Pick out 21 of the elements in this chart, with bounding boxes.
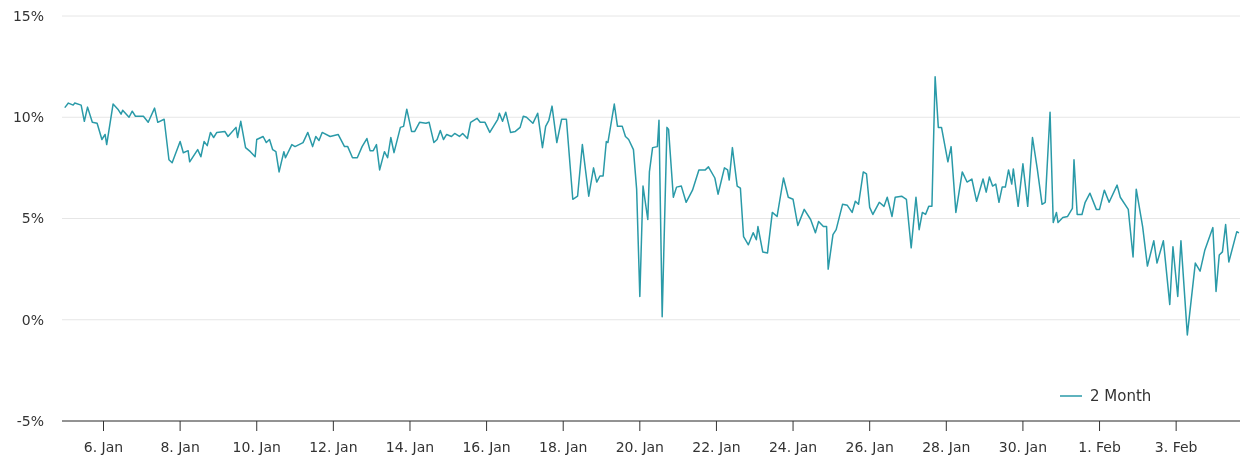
x-tick-label: 3. Feb: [1154, 439, 1198, 455]
x-tick-label: 14. Jan: [385, 439, 435, 455]
x-tick-label: 26. Jan: [845, 439, 894, 455]
x-tick-label: 30. Jan: [998, 439, 1048, 455]
y-tick-label: 5%: [21, 210, 44, 227]
x-tick-label: 10. Jan: [232, 439, 281, 455]
x-tick-label: 22. Jan: [692, 439, 741, 455]
y-tick-label: -5%: [16, 412, 44, 429]
x-tick-label: 28. Jan: [922, 439, 971, 455]
x-tick-label: 12. Jan: [309, 439, 358, 455]
y-tick-label: 10%: [12, 109, 44, 126]
x-tick-label: 16. Jan: [462, 439, 511, 455]
x-tick-label: 20. Jan: [615, 439, 664, 455]
y-tick-label: 15%: [12, 7, 44, 24]
x-tick-label: 1. Feb: [1078, 439, 1121, 455]
x-tick-label: 18. Jan: [539, 439, 588, 455]
legend-label: 2 Month: [1090, 387, 1152, 406]
x-tick-label: 6. Jan: [83, 439, 124, 455]
y-tick-label: 0%: [21, 311, 44, 328]
x-tick-label: 24. Jan: [768, 439, 818, 455]
x-tick-label: 8. Jan: [160, 439, 200, 455]
